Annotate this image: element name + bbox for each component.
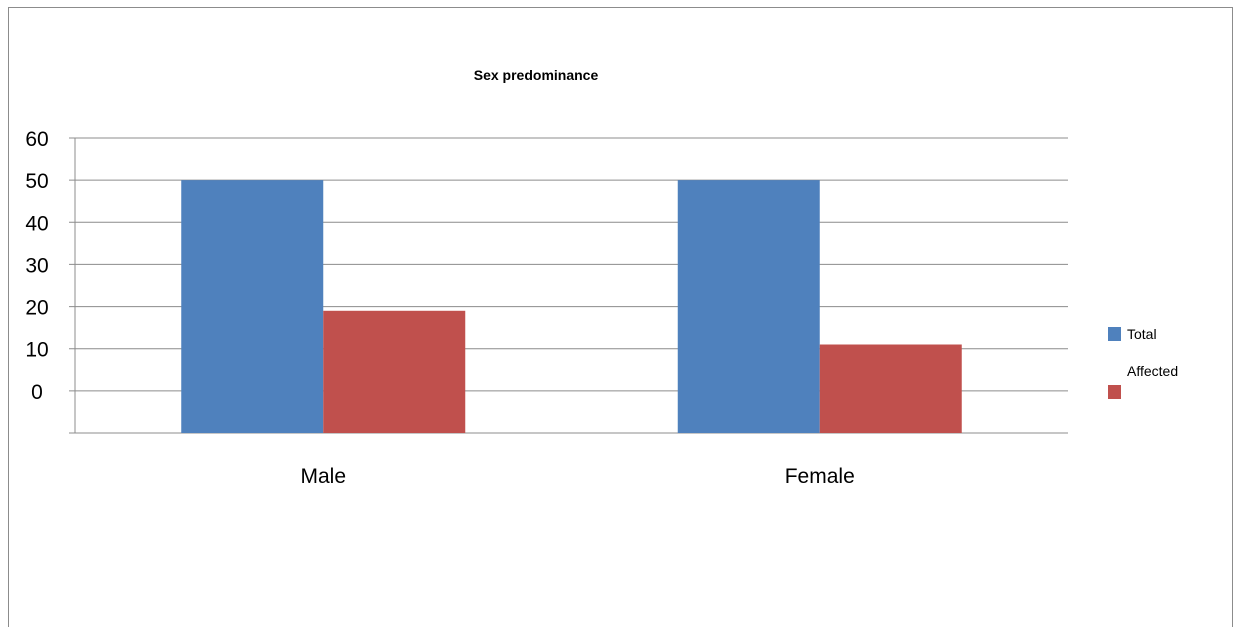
y-tick-label-10: 10 [25,339,48,362]
y-tick-label-20: 20 [25,297,48,320]
legend-swatch-total [1108,327,1121,341]
y-tick-label-30: 30 [25,254,48,277]
y-tick-label-40: 40 [25,212,48,235]
bar-total-male [181,180,324,433]
bars [181,180,962,433]
chart-frame [8,7,1233,627]
legend-swatch-affected [1108,385,1121,399]
x-category-labels: Male Female [300,465,854,488]
bar-affected-female [819,344,962,433]
x-category-label-male: Male [300,465,346,488]
legend: Total Affected [1108,326,1178,399]
y-tick-label-50: 50 [25,170,48,193]
y-tick-label-60: 60 [25,128,48,151]
x-category-label-female: Female [785,465,855,488]
chart-title: Sex predominance [474,67,599,83]
bar-total-female [677,180,820,433]
y-tick-label-0: 0 [31,381,43,404]
y-tick-labels: 60 50 40 30 20 10 0 [25,128,48,404]
bar-affected-male [323,310,466,433]
legend-label-total: Total [1127,326,1157,342]
legend-label-affected: Affected [1127,363,1178,379]
